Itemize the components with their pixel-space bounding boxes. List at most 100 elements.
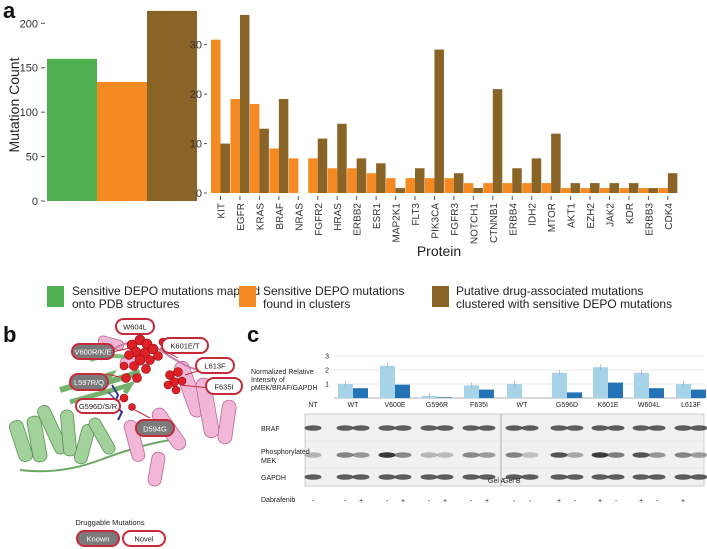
summary-y-tick-label: 50	[26, 152, 38, 164]
protein-bar-clustered	[249, 103, 260, 193]
protein-x-tick-label: KDR	[625, 203, 636, 224]
protein-x-tick-label: PIK3CA	[430, 203, 441, 239]
pmek-bar-untreated	[380, 365, 395, 398]
druggable-legend-title: Druggable Mutations	[75, 518, 144, 527]
legend-swatch-orange	[239, 286, 256, 307]
blot-band	[505, 425, 523, 431]
summary-bar	[47, 58, 97, 201]
protein-x-tick-label: FGFR3	[450, 203, 461, 236]
protein-bar-putative	[337, 123, 347, 193]
blot-band	[607, 474, 625, 480]
protein-x-tick-label: CDK4	[664, 203, 675, 230]
blot-band	[566, 425, 584, 431]
protein-bar-clustered	[269, 148, 279, 193]
novel-label-g596: G596D/S/R	[75, 398, 121, 414]
protein-bar-clustered	[600, 188, 610, 193]
blot-band	[521, 425, 539, 431]
legend-swatch-brown	[432, 286, 449, 307]
protein-bar-putative	[628, 183, 639, 193]
novel-label-text-g596: G596D/S/R	[79, 402, 118, 411]
treatment-sign: +	[443, 498, 447, 505]
protein-bar-clustered	[327, 168, 338, 193]
protein-x-tick-label: ESR1	[372, 203, 383, 230]
summary-bar	[97, 81, 147, 201]
protein-x-tick-label: EGFR	[236, 203, 247, 231]
blot-band	[420, 425, 438, 431]
known-label-text-v600: V600R/K/E	[74, 348, 111, 357]
treatment-label: Dabrafenib	[261, 497, 295, 504]
pmek-y-label-3: pMEK/BRAF/GAPDH	[251, 385, 318, 392]
protein-x-tick-label: BRAF	[275, 203, 286, 230]
novel-label-text-w604l: W604L	[123, 323, 147, 332]
blot-band	[607, 452, 625, 458]
blot-band	[591, 452, 609, 458]
blot-band	[648, 425, 666, 431]
blot-band	[420, 474, 438, 480]
blot-band	[336, 474, 354, 480]
summary-y-tick-label: 150	[20, 63, 38, 75]
pmek-y-label-2: Intensity of	[251, 377, 285, 384]
treatment-sign: -	[470, 498, 473, 505]
protein-bar-clustered	[444, 178, 454, 193]
blot-band	[648, 452, 666, 458]
protein-bar-clustered	[405, 178, 415, 193]
protein-bar-clustered	[638, 188, 649, 193]
blot-row-pmek-1: Phosphorylated	[261, 449, 310, 456]
blot-label-nt: NT	[308, 402, 318, 409]
pmek-bar-treated	[353, 388, 368, 398]
novel-label-l613f: L613F	[195, 357, 235, 374]
blot-band	[336, 452, 354, 458]
protein-bar-putative	[609, 183, 619, 193]
legend-label-orange-1: Sensitive DEPO mutations	[263, 284, 404, 298]
protein-bar-putative	[317, 138, 328, 193]
protein-x-axis-title: Protein	[417, 243, 461, 259]
blot-band	[632, 474, 650, 480]
legend-label-brown-2: clustered with sensitive DEPO mutations	[456, 297, 672, 311]
blot-band	[420, 452, 438, 458]
blot-band	[566, 474, 584, 480]
protein-x-tick-label: AKT1	[567, 203, 578, 228]
summary-y-axis-title: Mutation Count	[6, 57, 22, 152]
protein-bar-clustered	[424, 178, 435, 193]
protein-bar-clustered	[483, 183, 493, 193]
treatment-sign: -	[312, 498, 315, 505]
protein-x-tick-label: ERBB4	[508, 203, 519, 236]
known-legend-chip	[76, 530, 120, 547]
novel-label-text-l613f: L613F	[204, 362, 226, 371]
blot-column-label: F635I	[470, 402, 488, 409]
pmek-bar-untreated	[634, 372, 649, 398]
protein-bar-putative	[648, 188, 658, 193]
protein-x-tick-label: KIT	[217, 203, 228, 219]
protein-bar-putative	[453, 173, 464, 193]
protein-bar-clustered	[502, 183, 513, 193]
protein-bar-clustered	[658, 188, 668, 193]
blot-column-label: G596D	[556, 402, 578, 409]
legend-label-green-1: Sensitive DEPO mutations mapped	[72, 284, 260, 298]
novel-label-text-f635i: F635I	[214, 383, 233, 392]
blot-band	[378, 452, 396, 458]
novel-label-f635i: F635I	[205, 377, 243, 395]
gel-b-label: Gel B	[503, 478, 521, 485]
blot-band	[304, 452, 322, 458]
blot-band	[607, 425, 625, 431]
treatment-sign: +	[598, 498, 602, 505]
protein-y-tick-label: 20	[190, 89, 202, 101]
protein-bar-chart: 0 10 20 30 KIT EGFR KRAS BRAF NRAS FGFR2 HRAS ERBB…	[190, 14, 678, 259]
treatment-sign: -	[428, 498, 431, 505]
blot-band	[505, 452, 523, 458]
blot-band	[304, 425, 322, 431]
pmek-y-tick-label: 2	[325, 368, 329, 375]
blot-band	[550, 452, 568, 458]
protein-x-tick-label: CTNNB1	[489, 203, 500, 243]
protein-x-tick-label: FGFR2	[314, 203, 325, 236]
novel-label-text-k601: K601E/T	[170, 342, 200, 351]
pmek-y-label-1: Normalized Relative	[251, 369, 314, 376]
blot-band	[505, 474, 523, 480]
blot-column-label: V600E	[384, 402, 405, 409]
treatment-sign: -	[513, 498, 516, 505]
treatment-sign: -	[529, 498, 532, 505]
protein-bar-putative	[434, 49, 444, 193]
protein-bar-clustered	[366, 173, 377, 193]
summary-y-tick-label: 0	[32, 196, 38, 208]
blot-band	[591, 425, 609, 431]
